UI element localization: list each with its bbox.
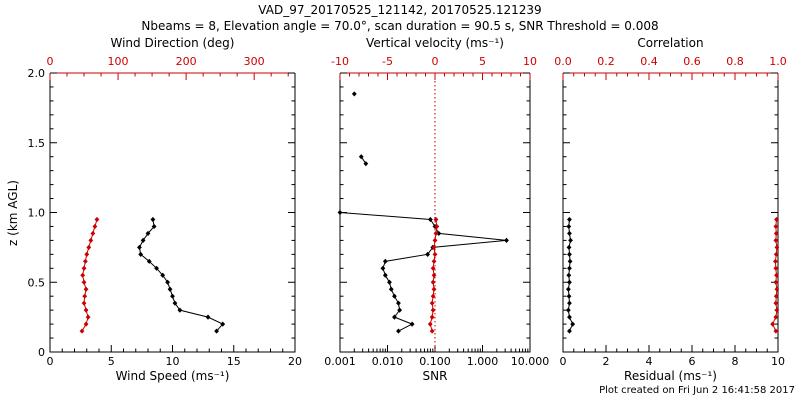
residual-axis-label: Residual (ms⁻¹) — [624, 369, 717, 383]
svg-text:10: 10 — [166, 355, 180, 368]
svg-text:-5: -5 — [382, 55, 393, 68]
svg-text:6: 6 — [689, 355, 696, 368]
svg-text:4: 4 — [646, 355, 653, 368]
svg-text:-10: -10 — [331, 55, 349, 68]
svg-text:200: 200 — [176, 55, 197, 68]
svg-text:10: 10 — [523, 55, 537, 68]
svg-text:0.2: 0.2 — [597, 55, 615, 68]
svg-text:0.5: 0.5 — [28, 276, 46, 289]
svg-text:0: 0 — [38, 346, 45, 359]
svg-text:0.0: 0.0 — [554, 55, 572, 68]
svg-text:1.000: 1.000 — [467, 355, 499, 368]
svg-text:0.010: 0.010 — [372, 355, 404, 368]
svg-text:20: 20 — [288, 355, 302, 368]
svg-text:1.5: 1.5 — [28, 137, 46, 150]
svg-text:2.0: 2.0 — [28, 67, 46, 80]
svg-text:15: 15 — [227, 355, 241, 368]
svg-text:0.001: 0.001 — [324, 355, 356, 368]
svg-text:5: 5 — [479, 55, 486, 68]
svg-text:0.6: 0.6 — [683, 55, 701, 68]
svg-text:1.0: 1.0 — [769, 55, 787, 68]
svg-text:1.0: 1.0 — [28, 207, 46, 220]
svg-text:0.8: 0.8 — [726, 55, 744, 68]
vertical-velocity-axis-label: Vertical velocity (ms⁻¹) — [366, 36, 504, 50]
plot-title: VAD_97_20170525_121142, 20170525.121239 — [258, 3, 542, 17]
svg-text:0: 0 — [560, 355, 567, 368]
svg-text:0.4: 0.4 — [640, 55, 658, 68]
svg-text:5: 5 — [108, 355, 115, 368]
correlation-axis-label: Correlation — [637, 36, 704, 50]
snr-axis-label: SNR — [422, 369, 448, 383]
svg-text:0.100: 0.100 — [419, 355, 451, 368]
plot-subtitle: Nbeams = 8, Elevation angle = 70.0°, sca… — [141, 19, 659, 33]
svg-text:10.000: 10.000 — [511, 355, 550, 368]
svg-text:0: 0 — [47, 55, 54, 68]
svg-text:300: 300 — [244, 55, 265, 68]
plot-creation-timestamp: Plot created on Fri Jun 2 16:41:58 2017 — [599, 385, 795, 396]
svg-text:2: 2 — [603, 355, 610, 368]
svg-text:8: 8 — [732, 355, 739, 368]
svg-text:0: 0 — [432, 55, 439, 68]
svg-text:0: 0 — [47, 355, 54, 368]
wind-direction-axis-label: Wind Direction (deg) — [110, 36, 235, 50]
svg-text:100: 100 — [108, 55, 129, 68]
height-axis-label: z (km AGL) — [6, 180, 20, 246]
svg-text:10: 10 — [771, 355, 785, 368]
wind-speed-axis-label: Wind Speed (ms⁻¹) — [115, 369, 230, 383]
